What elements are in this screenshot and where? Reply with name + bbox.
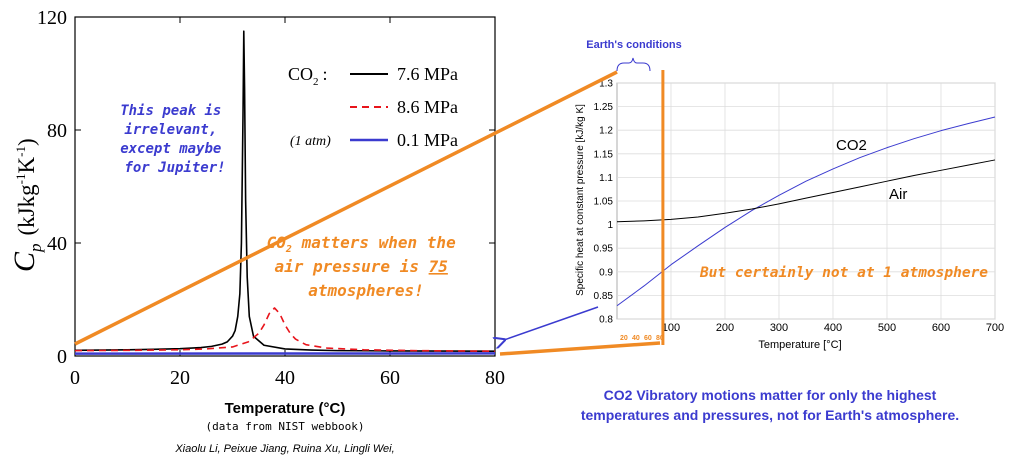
x-tick-label: 0 [70, 367, 80, 389]
earth-tick-label: 20 [620, 335, 628, 342]
x-tick-label: 300 [770, 322, 788, 334]
left-series-group [74, 30, 496, 355]
y-tick-label: 1.05 [594, 197, 614, 208]
peak-annotation-line: irrelevant, [124, 122, 217, 138]
right-x-axis-label: Temperature [°C] [758, 339, 841, 351]
earth-tick-label: 40 [632, 335, 640, 342]
y-tick-label: 0 [57, 346, 67, 368]
not-at-1atm-annotation: But certainly not at 1 atmosphere [699, 265, 988, 281]
right-chart: 100 200 300 400 500 600 700 0.8 0.85 0.9 0.95 1 1.0… [575, 39, 1004, 351]
y-tick-label: 40 [47, 233, 67, 255]
x-tick-label: 40 [275, 367, 295, 389]
earth-tick-label: 60 [644, 335, 652, 342]
y-tick-label: 1 [607, 220, 613, 231]
right-y-axis-label: Specific heat at constant pressure [kJ/k… [575, 104, 586, 296]
y-tick-label: 0.8 [599, 315, 613, 326]
earth-conditions-brace [616, 57, 651, 72]
peak-annotation-line: except maybe [120, 141, 221, 157]
y-tick-label: 80 [47, 120, 67, 142]
right-grid [617, 82, 996, 320]
earth-tick-label: 80 [656, 335, 664, 342]
y-tick-label: 1.25 [594, 102, 614, 113]
zoom-connectors [74, 70, 661, 356]
x-tick-label: 60 [380, 367, 400, 389]
y-tick-label: 0.85 [594, 291, 614, 302]
x-tick-label: 200 [716, 322, 734, 334]
series-label-air: Air [889, 186, 907, 203]
x-tick-label: 80 [485, 367, 505, 389]
legend-label-0-1-mpa: 0.1 MPa [397, 130, 458, 150]
series-label-co2: CO2 [836, 137, 867, 154]
legend-prefix: CO2: [288, 64, 328, 88]
left-legend: CO2: 7.6 MPa 8.6 MPa (1 atm) 0.1 MPa [288, 64, 458, 150]
peak-annotation: This peak is irrelevant, except maybe fo… [120, 103, 230, 176]
co2-annotation-background [255, 228, 477, 300]
legend-note-1atm: (1 atm) [290, 134, 331, 149]
left-y-ticks: 0 40 80 120 [37, 7, 495, 368]
y-tick-label: 120 [37, 7, 67, 29]
peak-annotation-line: This peak is [120, 103, 221, 119]
conclusion-text: CO2 Vibratory motions matter for only th… [581, 387, 959, 423]
connector-lower [499, 341, 661, 356]
left-chart: 0 20 40 60 80 0 40 80 120 Cp(kJkg-1K-1) Tempera… [8, 7, 505, 455]
x-tick-label: 600 [932, 322, 950, 334]
legend-label-8-6-mpa: 8.6 MPa [397, 97, 458, 117]
x-tick-label: 500 [878, 322, 896, 334]
x-tick-label: 700 [986, 322, 1004, 334]
conclusion-line: CO2 Vibratory motions matter for only th… [604, 387, 937, 403]
series-line-co2 [616, 116, 996, 307]
x-tick-label: 20 [170, 367, 190, 389]
legend-label-7-6-mpa: 7.6 MPa [397, 64, 458, 84]
blue-arrow [504, 306, 599, 340]
y-tick-label: 0.9 [599, 267, 613, 278]
y-tick-label: 1.15 [594, 149, 614, 160]
connector-upper [74, 70, 618, 346]
x-tick-label: 400 [824, 322, 842, 334]
right-series-group [616, 116, 996, 307]
y-tick-label: 1.3 [599, 79, 613, 90]
y-tick-label: 1.1 [599, 173, 613, 184]
series-line-air [616, 159, 996, 223]
y-tick-label: 0.95 [594, 244, 614, 255]
authors-credit: Xiaolu Li, Peixue Jiang, Ruina Xu, Lingl… [174, 443, 394, 455]
x-tick-label: 100 [662, 322, 680, 334]
earth-range-ticks: 20 40 60 80 [620, 335, 664, 342]
data-source-note: (data from NIST webbook) [206, 420, 365, 433]
conclusion-line: temperatures and pressures, not for Eart… [581, 407, 959, 423]
left-y-axis-label: Cp(kJkg-1K-1) [8, 138, 45, 272]
left-x-axis-label: Temperature (°C) [225, 400, 346, 417]
co2-annotation-text: CO2 matters when the air pressure is 75 … [267, 233, 466, 300]
earth-conditions-label: Earth's conditions [586, 39, 682, 51]
right-y-ticks: 0.8 0.85 0.9 0.95 1 1.05 1.1 1.15 1.2 1.25 1.3 [594, 79, 614, 326]
series-line-8-6-mpa [74, 307, 496, 352]
y-tick-label: 1.2 [599, 126, 613, 137]
co2-pressure-annotation: CO2 matters when the air pressure is 75 … [255, 228, 477, 300]
series-line-7-6-mpa [74, 30, 496, 353]
peak-annotation-line: for Jupiter! [124, 160, 225, 176]
right-x-ticks: 100 200 300 400 500 600 700 [662, 322, 1004, 334]
left-x-ticks: 0 20 40 60 80 [70, 17, 505, 389]
